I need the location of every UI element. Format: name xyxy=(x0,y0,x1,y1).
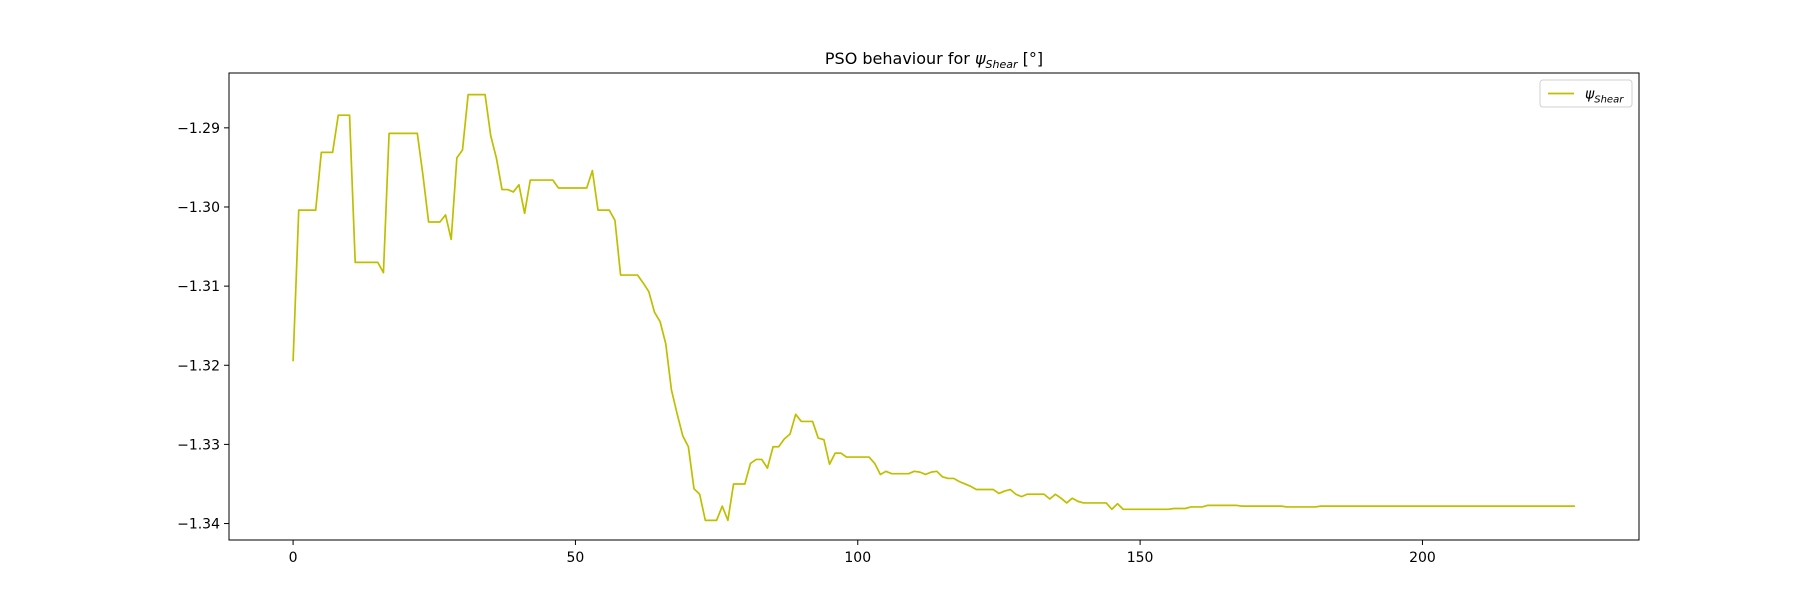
x-tick-label: 150 xyxy=(1127,550,1154,566)
y-tick-label: −1.29 xyxy=(177,121,220,137)
line-series xyxy=(292,93,1575,522)
legend-label: ψShear xyxy=(1585,87,1624,106)
y-tick-label: −1.32 xyxy=(177,358,220,374)
x-tick-label: 0 xyxy=(289,550,298,566)
x-tick-label: 50 xyxy=(567,550,585,566)
legend-subscript: Shear xyxy=(1594,95,1624,106)
y-tick-label: −1.33 xyxy=(177,437,220,453)
title-subscript: Shear xyxy=(986,58,1019,71)
y-tick-label: −1.34 xyxy=(177,517,220,533)
plot-frame xyxy=(228,72,1640,541)
title-text: PSO behaviour for xyxy=(825,49,970,68)
x-tick-label: 100 xyxy=(844,550,871,566)
x-tick-label: 200 xyxy=(1409,550,1436,566)
legend-name: ψ xyxy=(1585,87,1595,103)
title-unit: [°] xyxy=(1023,49,1043,68)
y-tick-label: −1.30 xyxy=(177,200,220,216)
chart-title: PSO behaviour for ψShear [°] xyxy=(825,49,1043,71)
title-symbol: ψ xyxy=(975,49,986,68)
legend-box xyxy=(1539,79,1633,108)
y-tick-label: −1.31 xyxy=(177,279,220,295)
